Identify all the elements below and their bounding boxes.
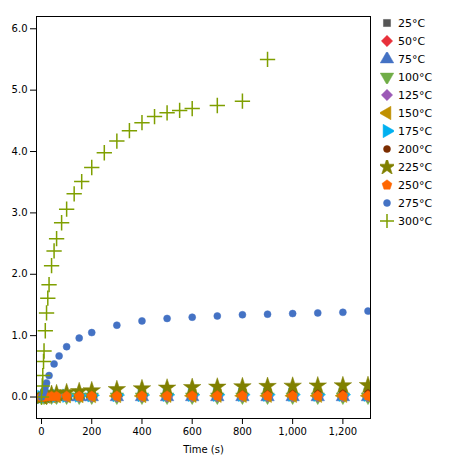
svg-text:2.0: 2.0 bbox=[12, 268, 28, 279]
html-text:100°C: 100°C bbox=[398, 70, 433, 84]
svg-text:5.0: 5.0 bbox=[12, 84, 28, 95]
svg-text:Time (s): Time (s) bbox=[182, 444, 224, 455]
html-text:275°C: 275°C bbox=[398, 196, 433, 210]
svg-text:400: 400 bbox=[132, 426, 151, 437]
html-text:125°C: 125°C bbox=[398, 88, 433, 102]
svg-text:4.0: 4.0 bbox=[12, 146, 28, 157]
html-text:175°C: 175°C bbox=[398, 124, 433, 138]
html-text:250°C: 250°C bbox=[398, 178, 433, 192]
html-text:200°C: 200°C bbox=[398, 142, 433, 156]
svg-text:1,000: 1,000 bbox=[278, 426, 307, 437]
html-text:150°C: 150°C bbox=[398, 106, 433, 120]
svg-text:3.0: 3.0 bbox=[12, 207, 28, 218]
svg-text:200: 200 bbox=[82, 426, 101, 437]
html-text:300°C: 300°C bbox=[398, 214, 433, 228]
svg-text:1.0: 1.0 bbox=[12, 330, 28, 341]
html-text:25°C: 25°C bbox=[398, 16, 426, 30]
svg-text:600: 600 bbox=[183, 426, 202, 437]
svg-text:0: 0 bbox=[38, 426, 44, 437]
svg-text:800: 800 bbox=[233, 426, 252, 437]
svg-text:0.0: 0.0 bbox=[12, 391, 28, 402]
html-text:75°C: 75°C bbox=[398, 52, 426, 66]
html-text:50°C: 50°C bbox=[398, 34, 426, 48]
svg-text:1,200: 1,200 bbox=[329, 426, 358, 437]
html-text:225°C: 225°C bbox=[398, 160, 433, 174]
svg-text:6.0: 6.0 bbox=[12, 23, 28, 34]
